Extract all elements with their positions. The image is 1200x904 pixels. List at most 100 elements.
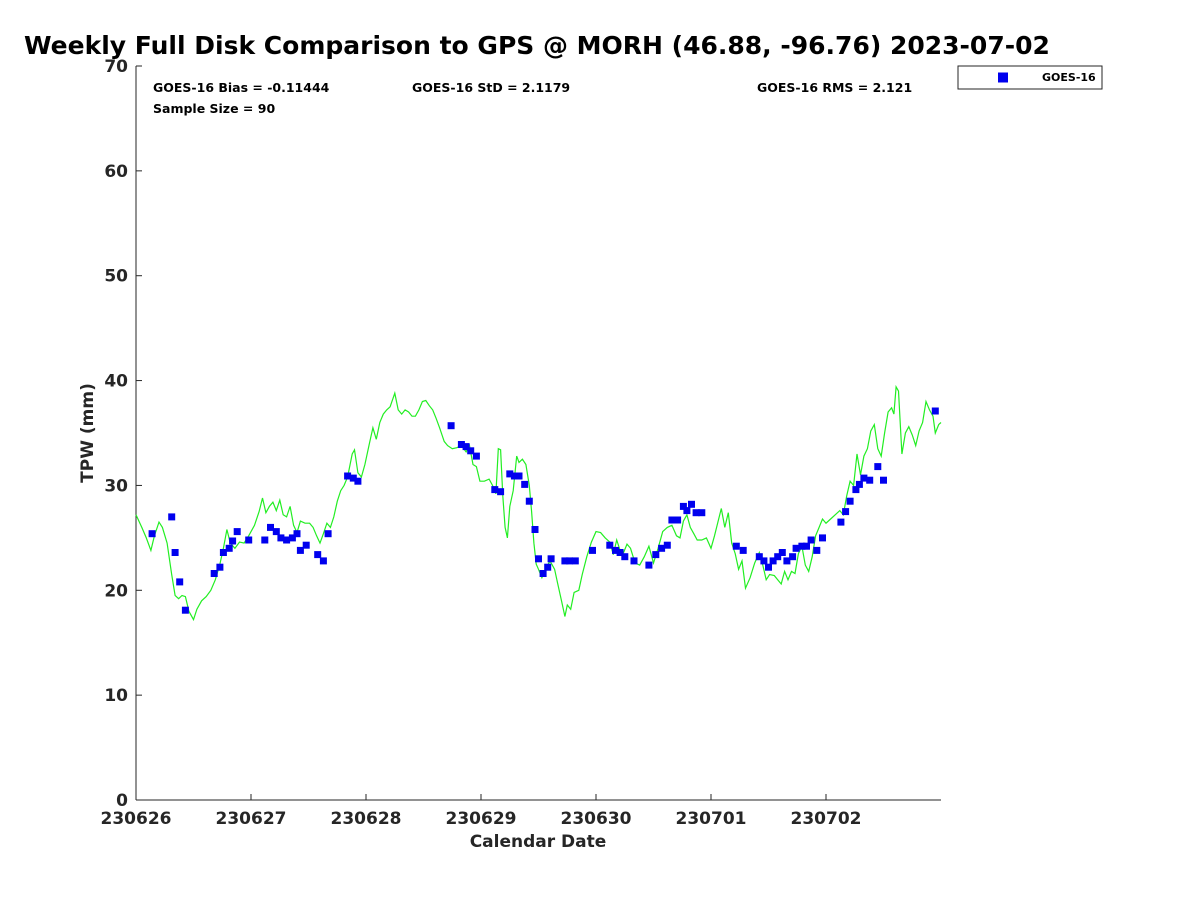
goes16-point: [739, 546, 747, 554]
goes16-point: [813, 546, 821, 554]
x-axis-ticks: 230626 230627 230628 230629 230630 230701 2307…: [101, 794, 862, 829]
goes16-point: [497, 488, 505, 496]
goes16-point: [874, 463, 882, 471]
goes16-point: [447, 422, 455, 430]
goes16-point: [261, 536, 269, 544]
goes16-point: [349, 474, 357, 482]
goes16-point: [855, 480, 863, 488]
goes16-point: [866, 476, 874, 484]
goes16-point: [354, 477, 362, 485]
legend: GOES-16: [957, 65, 1103, 90]
goes16-point: [760, 557, 768, 565]
goes16-point: [210, 570, 218, 577]
std-stat: GOES-16 StD = 2.1179: [412, 80, 570, 95]
goes16-point: [803, 542, 810, 550]
goes16-point: [344, 472, 352, 480]
goes16-point: [798, 542, 806, 550]
goes16-point: [544, 563, 552, 571]
goes16-point: [732, 542, 740, 550]
goes16-point: [561, 557, 569, 565]
goes16-point: [547, 555, 555, 563]
goes16-point: [616, 549, 624, 556]
goes16-point: [571, 557, 579, 565]
x-tick-label: 230626: [101, 809, 172, 829]
y-axis-ticks: 0 10 20 30 40 50 60 70: [104, 57, 142, 811]
goes16-point: [860, 474, 868, 482]
goes16-point: [852, 486, 860, 494]
goes16-point: [789, 553, 797, 561]
goes16-point: [589, 546, 596, 554]
goes16-point: [698, 509, 706, 517]
goes16-point: [148, 530, 156, 538]
goes16-point: [272, 528, 280, 536]
goes16-point: [296, 546, 304, 554]
x-tick-label: 230628: [331, 809, 402, 829]
goes16-point: [531, 526, 539, 533]
legend-marker: [998, 72, 1008, 83]
goes16-point: [219, 549, 227, 556]
goes16-point: [846, 497, 854, 505]
legend-label: GOES-16: [1042, 71, 1096, 84]
goes16-point: [539, 570, 547, 577]
x-tick-label: 230627: [216, 809, 287, 829]
goes16-point: [692, 509, 700, 517]
goes16-point: [462, 443, 470, 451]
goes16-point: [674, 516, 682, 524]
goes16-point: [658, 544, 666, 552]
goes16-point: [491, 486, 499, 494]
goes16-point: [837, 518, 845, 526]
goes16-point: [216, 563, 224, 571]
y-tick-label: 30: [104, 476, 128, 496]
goes16-point: [774, 553, 782, 561]
y-tick-label: 70: [104, 57, 128, 77]
goes16-point: [457, 441, 465, 448]
goes16-point: [606, 541, 614, 549]
goes16-point: [229, 537, 237, 545]
goes16-point: [535, 555, 542, 563]
y-axis-label: TPW (mm): [78, 383, 98, 483]
goes16-point: [783, 557, 791, 565]
y-tick-label: 20: [104, 581, 128, 601]
goes16-point: [181, 606, 189, 614]
rms-stat: GOES-16 RMS = 2.121: [757, 80, 912, 95]
goes16-point: [525, 497, 533, 505]
goes16-point: [288, 534, 296, 542]
x-tick-label: 230629: [446, 809, 517, 829]
y-tick-label: 0: [116, 791, 128, 811]
goes16-point: [171, 549, 179, 556]
goes16-point: [467, 447, 475, 455]
goes16-point: [755, 553, 763, 561]
goes16-point: [778, 549, 786, 556]
y-tick-label: 60: [104, 162, 128, 182]
goes16-point: [302, 541, 310, 549]
goes16-point: [283, 536, 291, 544]
x-axis-label: Calendar Date: [470, 832, 607, 852]
x-tick-label: 230702: [791, 809, 862, 829]
goes16-point: [506, 470, 514, 478]
legend-box: [957, 65, 1103, 90]
goes16-point: [225, 544, 233, 552]
goes16-point: [168, 513, 176, 521]
goes16-point: [319, 557, 327, 565]
goes16-point: [233, 528, 241, 536]
goes16-point: [245, 536, 253, 544]
goes16-point: [521, 480, 529, 488]
goes16-point: [819, 534, 826, 542]
goes16-point: [176, 578, 184, 586]
goes16-point: [683, 507, 691, 515]
bias-stat: GOES-16 Bias = -0.11444: [153, 80, 330, 95]
goes16-point: [931, 407, 939, 415]
goes16-point: [792, 544, 800, 552]
goes16-point: [612, 546, 619, 554]
y-tick-label: 40: [104, 372, 128, 392]
goes16-point: [267, 523, 274, 531]
goes16-point: [679, 502, 687, 510]
x-tick-label: 230701: [676, 809, 747, 829]
series-layer: [135, 384, 942, 622]
goes16-point: [663, 541, 671, 549]
x-tick-label: 230630: [561, 809, 632, 829]
goes16-point: [515, 472, 523, 480]
goes16-point: [668, 516, 676, 524]
goes16-point: [510, 472, 518, 480]
